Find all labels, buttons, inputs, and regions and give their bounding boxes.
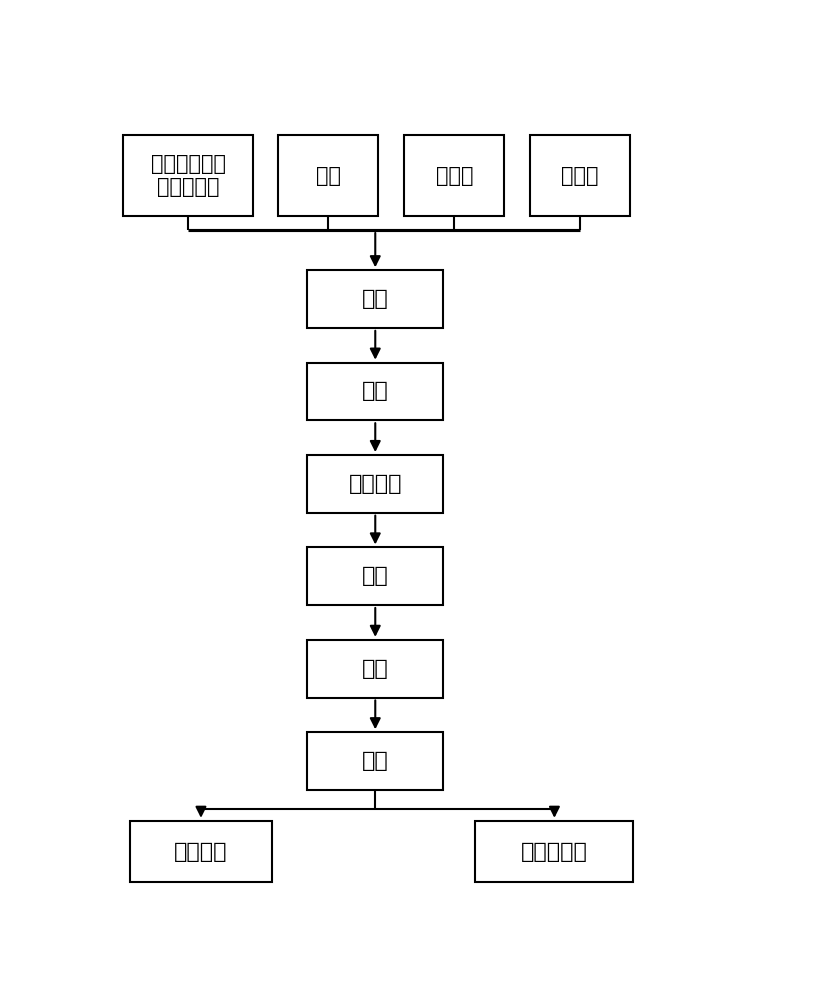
Text: 低品位含铬型
钒钛磁铁矿: 低品位含铬型 钒钛磁铁矿 xyxy=(151,154,226,197)
Text: 混料: 混料 xyxy=(362,289,389,309)
Bar xyxy=(307,547,443,605)
Text: 添加剂: 添加剂 xyxy=(561,166,599,186)
Text: 粉碎: 粉碎 xyxy=(362,659,389,679)
Bar xyxy=(307,455,443,513)
Bar xyxy=(307,363,443,420)
Text: 磁选: 磁选 xyxy=(362,751,389,771)
Bar xyxy=(476,821,633,882)
Bar xyxy=(123,135,252,216)
Bar xyxy=(307,732,443,790)
Text: 粘结剂: 粘结剂 xyxy=(436,166,473,186)
Bar xyxy=(531,135,631,216)
Bar xyxy=(307,270,443,328)
Bar xyxy=(278,135,378,216)
Text: 磁性产物: 磁性产物 xyxy=(174,842,227,861)
Bar xyxy=(404,135,504,216)
Bar xyxy=(130,821,272,882)
Text: 非磁性产物: 非磁性产物 xyxy=(521,842,588,861)
Text: 冷却: 冷却 xyxy=(362,566,389,586)
Text: 煤粉: 煤粉 xyxy=(316,166,341,186)
Text: 还原焙烧: 还原焙烧 xyxy=(348,474,402,494)
Bar xyxy=(307,640,443,698)
Text: 球团: 球团 xyxy=(362,381,389,401)
